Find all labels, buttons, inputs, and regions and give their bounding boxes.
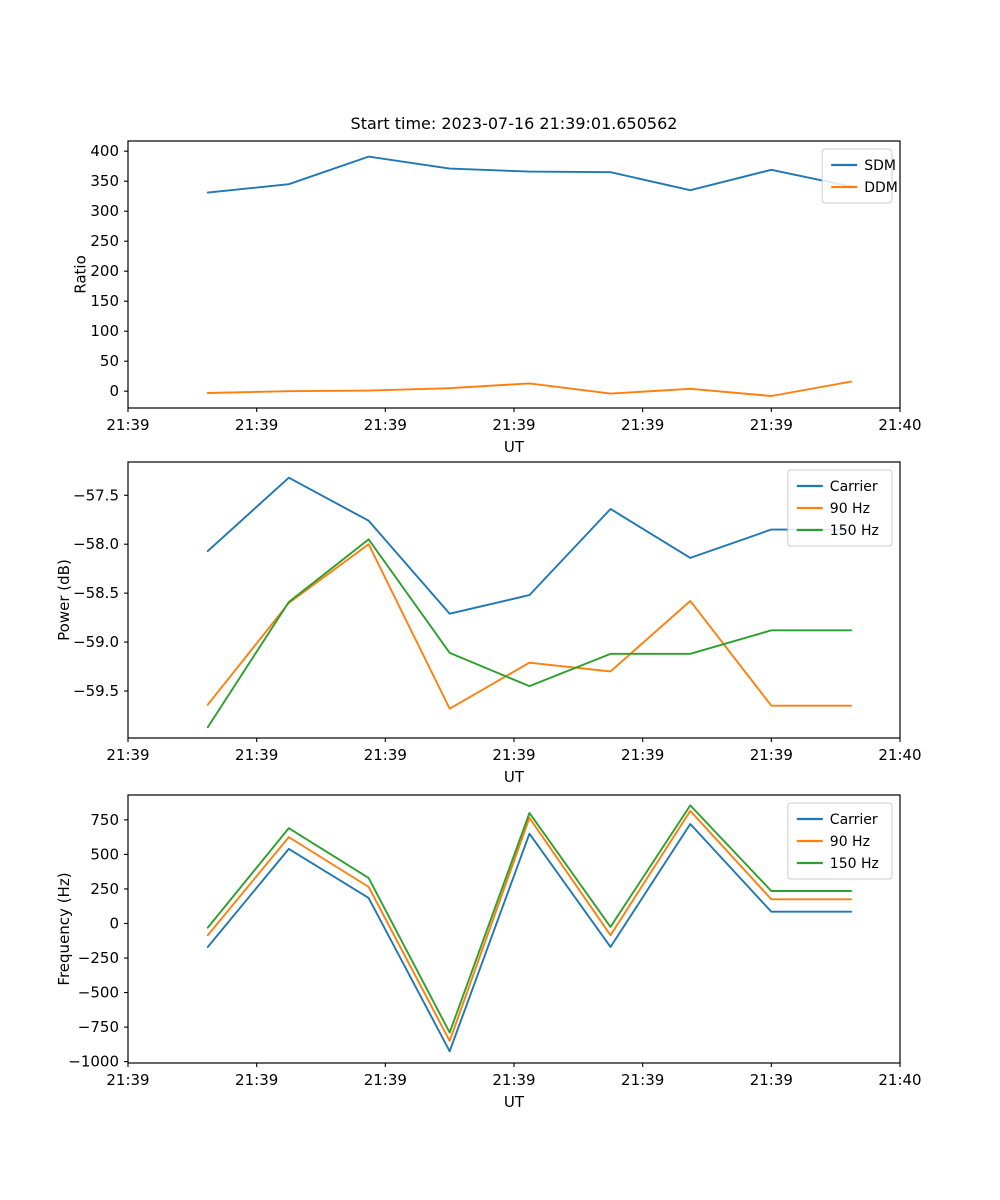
y-tick-label: 50 xyxy=(100,352,119,370)
x-tick-label: 21:39 xyxy=(364,746,407,764)
y-tick-label: 200 xyxy=(90,262,119,280)
y-tick-label: −58.0 xyxy=(73,535,119,553)
x-tick-label: 21:39 xyxy=(492,416,535,434)
y-tick-label: −59.0 xyxy=(73,633,119,651)
y-tick-label: −500 xyxy=(78,984,119,1002)
x-axis-label: UT xyxy=(504,768,525,786)
x-tick-label: 21:39 xyxy=(492,1071,535,1089)
y-axis-label: Power (dB) xyxy=(55,559,73,641)
y-tick-label: 100 xyxy=(90,322,119,340)
y-tick-label: 150 xyxy=(90,292,119,310)
series-line-carrier xyxy=(206,476,853,615)
legend-label: 90 Hz xyxy=(830,501,870,517)
series-line-carrier xyxy=(206,823,853,1053)
x-tick-label: 21:39 xyxy=(750,416,793,434)
x-tick-label: 21:39 xyxy=(492,746,535,764)
y-axis-label: Ratio xyxy=(71,255,89,294)
series-line-90-hz xyxy=(206,809,853,1042)
series-line-ddm xyxy=(206,380,853,397)
chart-title: Start time: 2023-07-16 21:39:01.650562 xyxy=(351,114,678,133)
series-line-sdm xyxy=(206,155,853,194)
y-tick-label: −250 xyxy=(78,949,119,967)
y-tick-label: 750 xyxy=(90,811,119,829)
y-tick-label: 400 xyxy=(90,142,119,160)
x-tick-label: 21:40 xyxy=(878,416,921,434)
y-tick-label: 0 xyxy=(109,914,119,932)
x-tick-label: 21:39 xyxy=(106,1071,149,1089)
y-tick-label: −57.5 xyxy=(73,486,119,504)
y-tick-label: 300 xyxy=(90,202,119,220)
y-axis-label: Frequency (Hz) xyxy=(55,872,73,985)
x-tick-label: 21:39 xyxy=(364,1071,407,1089)
y-tick-label: −1000 xyxy=(68,1053,119,1071)
legend-label: Carrier xyxy=(830,812,878,828)
legend-label: 90 Hz xyxy=(830,834,870,850)
legend-box xyxy=(821,148,893,204)
y-tick-label: −750 xyxy=(78,1018,119,1036)
series-line-150-hz xyxy=(206,538,853,729)
y-tick-label: −59.5 xyxy=(73,682,119,700)
x-axis-label: UT xyxy=(504,1093,525,1111)
x-axis-label: UT xyxy=(504,438,525,456)
series-line-150-hz xyxy=(206,804,853,1034)
plot-frame xyxy=(127,794,901,1064)
x-tick-label: 21:39 xyxy=(750,746,793,764)
y-tick-label: 250 xyxy=(90,232,119,250)
x-tick-label: 21:39 xyxy=(750,1071,793,1089)
y-tick-label: 250 xyxy=(90,880,119,898)
x-tick-label: 21:40 xyxy=(878,1071,921,1089)
y-tick-label: 0 xyxy=(109,382,119,400)
plot-frame xyxy=(127,140,901,409)
x-tick-label: 21:39 xyxy=(106,746,149,764)
x-tick-label: 21:39 xyxy=(106,416,149,434)
legend-box xyxy=(787,469,893,547)
x-tick-label: 21:39 xyxy=(235,416,278,434)
y-tick-label: 500 xyxy=(90,845,119,863)
x-tick-label: 21:40 xyxy=(878,746,921,764)
y-tick-label: 350 xyxy=(90,172,119,190)
legend-label: DDM xyxy=(864,180,898,196)
legend-label: Carrier xyxy=(830,479,878,495)
legend-label: 150 Hz xyxy=(830,523,879,539)
x-tick-label: 21:39 xyxy=(621,1071,664,1089)
x-tick-label: 21:39 xyxy=(621,746,664,764)
legend-label: 150 Hz xyxy=(830,856,879,872)
legend-label: SDM xyxy=(864,158,896,174)
x-tick-label: 21:39 xyxy=(621,416,664,434)
series-line-90-hz xyxy=(206,543,853,710)
x-tick-label: 21:39 xyxy=(235,1071,278,1089)
x-tick-label: 21:39 xyxy=(364,416,407,434)
x-tick-label: 21:39 xyxy=(235,746,278,764)
y-tick-label: −58.5 xyxy=(73,584,119,602)
legend-box xyxy=(787,802,893,880)
plot-frame xyxy=(127,461,901,739)
